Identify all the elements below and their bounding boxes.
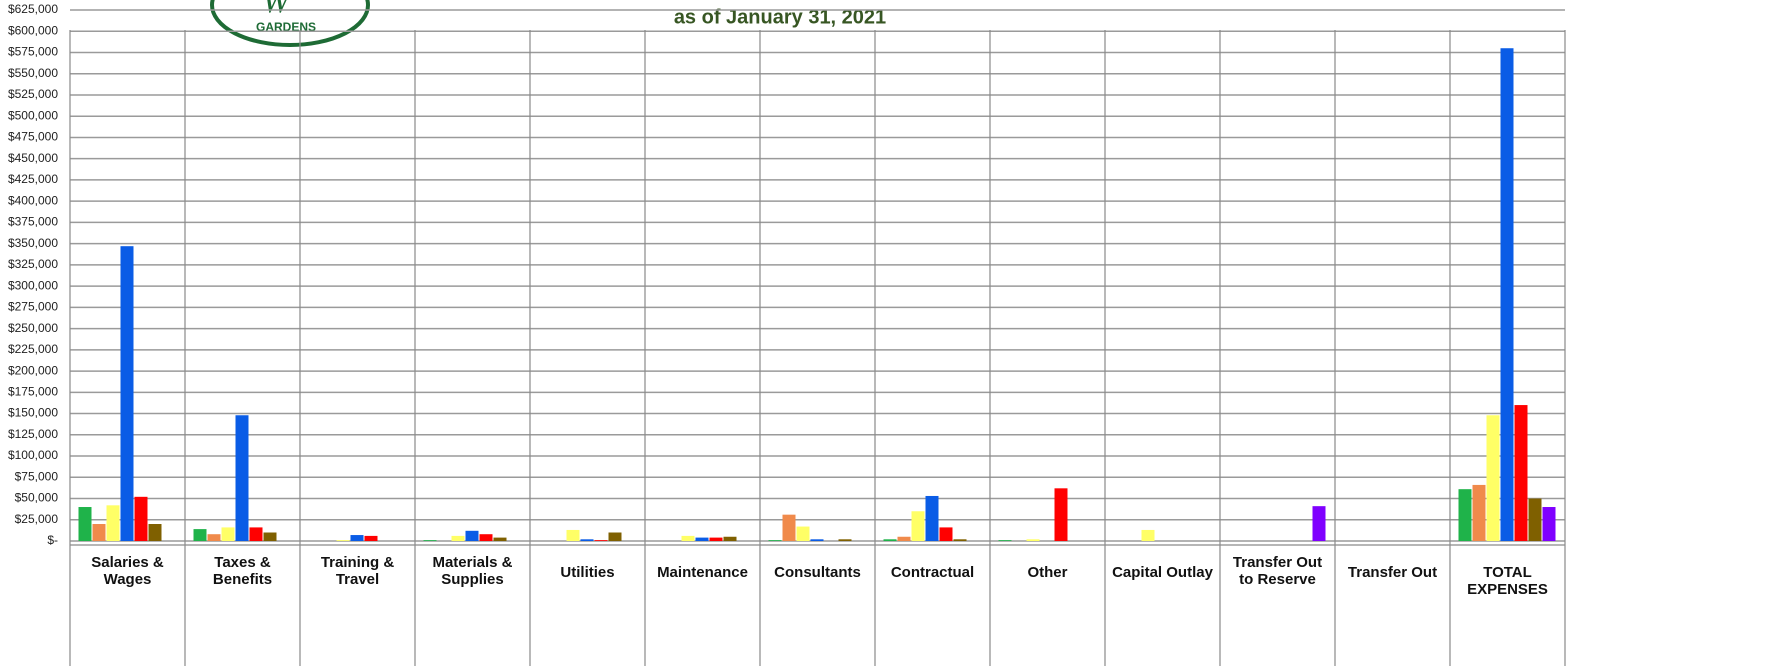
- x-tick-label: Utilities: [560, 564, 615, 581]
- bar: [810, 539, 824, 541]
- bar: [350, 535, 364, 541]
- bar: [1514, 405, 1528, 541]
- bar: [465, 530, 479, 541]
- bar: [423, 540, 437, 541]
- y-tick-label: $550,000: [8, 66, 58, 80]
- y-tick-label: $150,000: [8, 406, 58, 420]
- bar: [953, 539, 967, 541]
- bar: [92, 524, 106, 541]
- bar: [1054, 488, 1068, 541]
- bar: [207, 534, 221, 541]
- bar: [1472, 484, 1486, 541]
- y-tick-label: $250,000: [8, 321, 58, 335]
- y-tick-label: $50,000: [15, 491, 59, 505]
- x-tick-label: Transfer Out: [1347, 564, 1438, 581]
- bar: [768, 540, 782, 541]
- y-tick-label: $275,000: [8, 300, 58, 314]
- bar: [580, 539, 594, 541]
- y-tick-label: $625,000: [8, 2, 58, 16]
- bar: [1312, 506, 1326, 541]
- bar: [1542, 507, 1556, 541]
- bar: [911, 511, 925, 541]
- y-tick-label: $125,000: [8, 427, 58, 441]
- bar: [939, 527, 953, 541]
- y-tick-label: $200,000: [8, 363, 58, 377]
- bar: [594, 540, 608, 541]
- x-tick-label: Materials & Supplies: [432, 554, 513, 588]
- y-tick-label: $75,000: [15, 469, 59, 483]
- bar: [709, 537, 723, 541]
- bar: [1528, 498, 1542, 541]
- x-tick-label: Taxes & Benefits: [212, 554, 273, 588]
- bar: [1458, 489, 1472, 541]
- y-tick-label: $425,000: [8, 172, 58, 186]
- bar: [998, 540, 1012, 541]
- bar: [249, 527, 263, 541]
- y-tick-label: $175,000: [8, 384, 58, 398]
- bar: [336, 540, 350, 541]
- bar: [221, 527, 235, 541]
- bar: [1486, 415, 1500, 541]
- y-tick-label: $-: [47, 533, 58, 547]
- bar: [608, 532, 622, 541]
- y-tick-label: $375,000: [8, 215, 58, 229]
- y-tick-label: $450,000: [8, 151, 58, 165]
- bar: [235, 415, 249, 541]
- bar: [566, 529, 580, 541]
- bar: [897, 536, 911, 541]
- bar: [479, 534, 493, 541]
- y-tick-label: $300,000: [8, 278, 58, 292]
- logo-ring: [210, 0, 370, 47]
- y-tick-label: $400,000: [8, 193, 58, 207]
- bar: [1026, 539, 1040, 541]
- chart-title: as of January 31, 2021: [674, 6, 886, 28]
- y-tick-label: $600,000: [8, 23, 58, 37]
- y-tick-label: $25,000: [15, 512, 59, 526]
- bar: [695, 537, 709, 541]
- x-tick-label: Salaries & Wages: [91, 554, 164, 588]
- bar: [925, 495, 939, 541]
- x-tick-label: Transfer Out to Reserve: [1232, 554, 1323, 588]
- bar: [148, 524, 162, 541]
- bar: [364, 535, 378, 541]
- bar: [134, 496, 148, 541]
- y-tick-label: $100,000: [8, 448, 58, 462]
- y-tick-label: $475,000: [8, 130, 58, 144]
- bar: [883, 539, 897, 541]
- y-tick-label: $325,000: [8, 257, 58, 271]
- bar: [1141, 529, 1155, 541]
- bar: [120, 246, 134, 542]
- x-tick-label: Other: [1027, 564, 1068, 581]
- bar: [681, 535, 695, 541]
- x-tick-label: Consultants: [774, 564, 861, 581]
- x-tick-label: Contractual: [890, 564, 975, 581]
- x-tick-label: Maintenance: [657, 564, 748, 581]
- x-tick-label: TOTAL EXPENSES: [1467, 564, 1548, 598]
- logo-name: GARDENS: [256, 20, 316, 34]
- bar: [1500, 48, 1514, 542]
- bar: [723, 536, 737, 541]
- bar: [782, 514, 796, 541]
- y-tick-label: $500,000: [8, 108, 58, 122]
- bar: [796, 526, 810, 541]
- bar: [78, 507, 92, 541]
- bar: [493, 537, 507, 541]
- x-tick-label: Training & Travel: [320, 554, 395, 588]
- bar: [263, 532, 277, 541]
- y-tick-label: $525,000: [8, 87, 58, 101]
- y-tick-label: $225,000: [8, 342, 58, 356]
- bar: [193, 529, 207, 541]
- logo: W GARDENS: [210, 0, 370, 47]
- y-tick-label: $575,000: [8, 45, 58, 59]
- bar: [106, 505, 120, 541]
- x-tick-label: Capital Outlay: [1112, 564, 1213, 581]
- y-tick-label: $350,000: [8, 236, 58, 250]
- bar: [838, 539, 852, 541]
- bar: [451, 535, 465, 541]
